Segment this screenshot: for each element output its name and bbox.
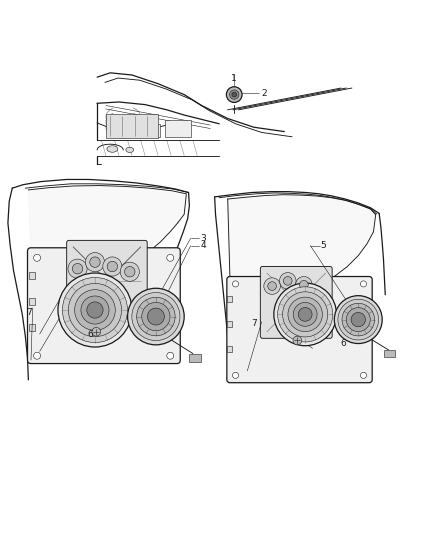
Circle shape [338, 299, 378, 340]
Circle shape [279, 272, 296, 289]
Circle shape [268, 282, 276, 290]
Text: 7: 7 [252, 319, 258, 328]
Circle shape [137, 297, 175, 336]
Text: 7: 7 [26, 308, 32, 317]
Bar [165, 120, 191, 137]
Circle shape [85, 253, 105, 272]
Text: 4: 4 [200, 241, 206, 250]
Bar [29, 298, 35, 305]
Circle shape [68, 259, 87, 278]
Circle shape [148, 308, 164, 325]
Bar [227, 296, 232, 302]
Text: 5: 5 [321, 241, 326, 250]
Circle shape [34, 254, 41, 261]
Circle shape [342, 303, 374, 336]
FancyBboxPatch shape [28, 248, 180, 364]
Circle shape [90, 257, 100, 268]
Text: 6: 6 [88, 330, 93, 340]
Text: 1: 1 [231, 74, 237, 83]
Circle shape [92, 327, 101, 336]
FancyBboxPatch shape [67, 240, 147, 321]
Circle shape [103, 257, 122, 276]
Circle shape [62, 278, 127, 343]
Text: 6: 6 [341, 340, 346, 349]
Bar [29, 324, 35, 331]
Circle shape [81, 296, 109, 324]
Circle shape [124, 266, 135, 277]
Bar [385, 351, 395, 358]
FancyBboxPatch shape [227, 277, 372, 383]
Bar [188, 354, 201, 362]
Circle shape [360, 281, 367, 287]
Circle shape [120, 262, 139, 281]
Circle shape [360, 372, 367, 378]
Circle shape [278, 287, 333, 342]
Circle shape [72, 263, 83, 274]
Circle shape [300, 280, 308, 289]
Bar [227, 321, 232, 327]
Circle shape [351, 312, 365, 327]
Circle shape [232, 92, 237, 97]
Circle shape [226, 87, 242, 102]
Bar [29, 272, 35, 279]
Text: 2: 2 [261, 89, 267, 98]
Circle shape [296, 277, 312, 293]
Circle shape [334, 296, 382, 344]
Circle shape [298, 308, 312, 321]
Circle shape [274, 283, 336, 346]
Circle shape [167, 254, 174, 261]
Circle shape [132, 293, 180, 341]
Circle shape [293, 336, 302, 345]
Circle shape [288, 297, 322, 332]
Circle shape [233, 281, 239, 287]
Circle shape [233, 372, 239, 378]
Circle shape [68, 284, 122, 337]
Circle shape [107, 261, 117, 272]
Bar [134, 124, 160, 137]
Circle shape [230, 90, 239, 99]
FancyBboxPatch shape [260, 266, 332, 338]
Polygon shape [228, 195, 376, 322]
Ellipse shape [126, 147, 134, 152]
Circle shape [293, 302, 317, 326]
Circle shape [283, 277, 292, 285]
Circle shape [264, 278, 280, 294]
Circle shape [127, 288, 184, 345]
Circle shape [346, 308, 370, 332]
Circle shape [142, 302, 170, 330]
Polygon shape [28, 185, 186, 294]
Circle shape [34, 352, 41, 359]
Bar [106, 114, 158, 138]
Circle shape [74, 289, 115, 330]
Circle shape [87, 302, 103, 318]
Ellipse shape [107, 146, 118, 152]
Bar [227, 346, 232, 352]
Text: 3: 3 [200, 233, 206, 243]
Circle shape [58, 273, 132, 347]
Circle shape [167, 352, 174, 359]
Circle shape [283, 292, 328, 337]
